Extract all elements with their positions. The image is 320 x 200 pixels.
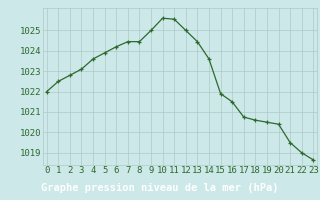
Text: Graphe pression niveau de la mer (hPa): Graphe pression niveau de la mer (hPa) [41,183,279,193]
